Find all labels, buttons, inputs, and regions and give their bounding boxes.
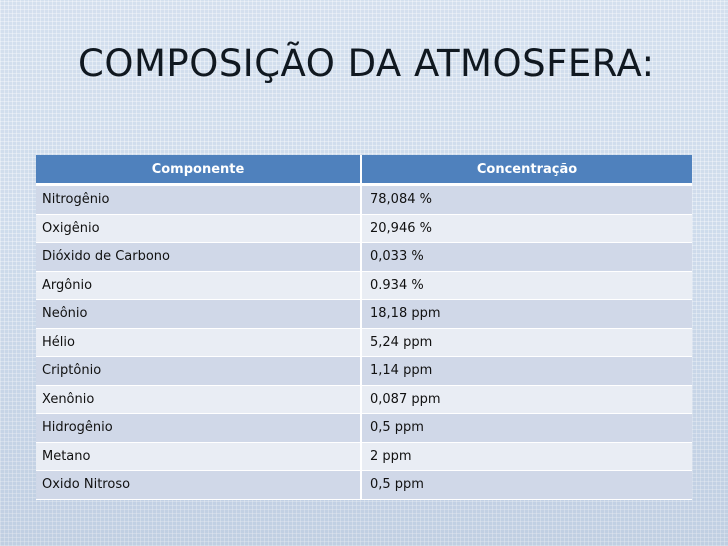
component-cell: Nitrogênio (36, 184, 362, 215)
concentration-cell: 0.934 % (361, 271, 692, 300)
component-cell: Oxigênio (36, 214, 362, 243)
component-cell: Oxido Nitroso (36, 470, 362, 500)
concentration-cell: 2 ppm (361, 442, 692, 471)
concentration-cell: 0,5 ppm (361, 413, 692, 443)
slide-title: COMPOSIÇÃO DA ATMOSFERA: (78, 42, 655, 85)
component-cell: Neônio (36, 299, 362, 329)
component-cell: Dióxido de Carbono (36, 242, 362, 272)
component-cell: Metano (36, 442, 362, 471)
table-row: Dióxido de Carbono 0,033 % (36, 242, 692, 272)
table-row: Hidrogênio 0,5 ppm (36, 413, 692, 443)
table-row: Criptônio 1,14 ppm (36, 356, 692, 386)
column-header-concentracao: Concentração (361, 155, 692, 186)
concentration-cell: 78,084 % (361, 184, 692, 215)
component-cell: Hidrogênio (36, 413, 362, 443)
table-row: Oxigênio 20,946 % (36, 214, 692, 243)
component-cell: Argônio (36, 271, 362, 300)
composition-table-container: Componente Concentração Nitrogênio 78,08… (36, 155, 692, 500)
concentration-cell: 18,18 ppm (361, 299, 692, 329)
concentration-cell: 0,5 ppm (361, 470, 692, 500)
table-row: Xenônio 0,087 ppm (36, 385, 692, 414)
table-row: Nitrogênio 78,084 % (36, 184, 692, 215)
component-cell: Criptônio (36, 356, 362, 386)
composition-table: Componente Concentração Nitrogênio 78,08… (36, 155, 692, 500)
column-header-componente: Componente (36, 155, 362, 186)
concentration-cell: 0,087 ppm (361, 385, 692, 414)
concentration-cell: 5,24 ppm (361, 328, 692, 357)
concentration-cell: 1,14 ppm (361, 356, 692, 386)
table-row: Hélio 5,24 ppm (36, 328, 692, 357)
concentration-cell: 0,033 % (361, 242, 692, 272)
table-row: Metano 2 ppm (36, 442, 692, 471)
concentration-cell: 20,946 % (361, 214, 692, 243)
table-row: Oxido Nitroso 0,5 ppm (36, 470, 692, 500)
component-cell: Xenônio (36, 385, 362, 414)
table-row: Argônio 0.934 % (36, 271, 692, 300)
component-cell: Hélio (36, 328, 362, 357)
table-row: Neônio 18,18 ppm (36, 299, 692, 329)
table-header-row: Componente Concentração (36, 155, 692, 186)
